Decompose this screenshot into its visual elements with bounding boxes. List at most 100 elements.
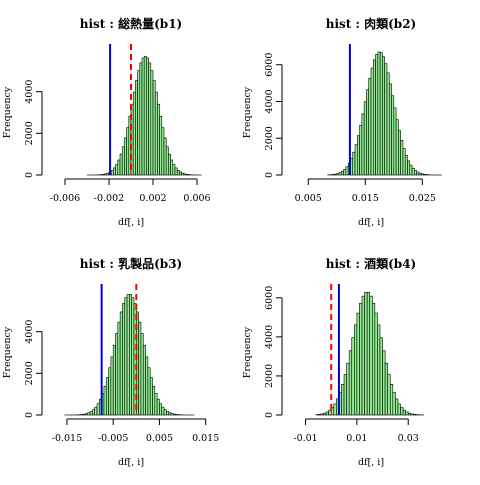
histogram-bar [383, 351, 386, 415]
y-tick-label: 6000 [264, 286, 275, 310]
histogram-bar [380, 53, 382, 175]
histogram-bar [127, 128, 129, 175]
histogram-bar [113, 168, 115, 175]
histogram-bar [406, 412, 409, 415]
histogram-bar [173, 165, 175, 175]
histogram-bar [385, 363, 388, 415]
x-tick-label: 0.002 [139, 193, 166, 204]
histogram-bar [347, 363, 350, 415]
histogram-bar [326, 412, 329, 415]
histogram-bar [140, 63, 142, 175]
y-tick-label: 0 [24, 412, 35, 418]
x-axis-label: df[, i] [118, 457, 144, 468]
histogram-bar [104, 386, 106, 415]
histogram-bar [388, 375, 391, 415]
histogram-bar [177, 170, 179, 175]
histogram-bar [157, 399, 159, 415]
histogram-bar [85, 414, 87, 415]
chart-title: hist : 総熱量(b1) [80, 16, 182, 31]
histogram-bar [372, 303, 375, 415]
x-tick-label: -0.01 [293, 433, 317, 444]
histogram-bar [378, 52, 380, 175]
y-axis-label: Frequency [242, 86, 253, 138]
histogram-bar [139, 322, 141, 415]
histogram-bar [97, 404, 99, 415]
histogram-panel-1: hist : 総熱量(b1)020004000Frequency-0.006-0… [2, 16, 211, 228]
histogram-bar [341, 171, 343, 175]
histogram-bar [111, 357, 113, 415]
histogram-bar [153, 81, 155, 175]
histogram-bar [141, 333, 143, 415]
histogram-bar [414, 170, 416, 175]
histogram-bar [146, 357, 148, 415]
y-axis-label: Frequency [2, 326, 13, 378]
histogram-bar [419, 173, 421, 175]
histogram-bar [355, 145, 357, 175]
histogram-bar [124, 138, 126, 175]
histogram-bar [184, 174, 186, 175]
histogram-bar [111, 170, 113, 175]
histogram-bar [390, 384, 393, 415]
x-tick-label: 0.015 [192, 433, 219, 444]
y-axis-label: Frequency [242, 326, 253, 378]
histogram-bar [405, 155, 407, 175]
histogram-bar [182, 173, 184, 175]
histogram-bar [357, 313, 360, 415]
histogram-bar [175, 168, 177, 175]
y-tick-label: 2000 [264, 364, 275, 388]
histogram-bar [150, 378, 152, 415]
y-tick-label: 0 [264, 412, 275, 418]
histogram-bar [346, 167, 348, 175]
chart-title: hist : 酒類(b4) [326, 256, 416, 271]
histogram-bar [155, 92, 157, 175]
histogram-bar [337, 174, 339, 175]
histogram-bar [408, 161, 410, 175]
histogram-bar [162, 128, 164, 175]
histogram-bar [393, 392, 396, 415]
histogram-bar [344, 375, 347, 415]
histogram-bar [142, 58, 144, 175]
histogram-bar [164, 410, 166, 415]
histogram-bar [392, 96, 394, 175]
histogram-bar [144, 56, 146, 175]
x-axis-label: df[, i] [118, 217, 144, 228]
histogram-bar [151, 71, 153, 175]
histogram-bar [395, 399, 398, 415]
x-tick-label: 0.005 [146, 433, 173, 444]
histogram-bar [362, 296, 365, 415]
histogram-bar [88, 413, 90, 415]
histogram-bar [133, 92, 135, 175]
histogram-bar [106, 378, 108, 415]
histogram-panel-4: hist : 酒類(b4)0200040006000Frequency-0.01… [242, 256, 424, 468]
histogram-bar [120, 312, 122, 415]
histogram-bar [349, 351, 352, 415]
histogram-bar [412, 168, 414, 175]
histogram-bar [166, 412, 168, 416]
histogram-bar [186, 174, 188, 175]
histogram-bar [389, 84, 391, 175]
histogram-bar [132, 298, 134, 415]
histogram-bar [321, 414, 324, 415]
histogram-bar [318, 414, 321, 415]
histogram-bar [401, 140, 403, 175]
histogram-bar [155, 393, 157, 415]
histogram-bar [324, 413, 327, 415]
histogram-bar [408, 413, 411, 415]
x-axis-label: df[, i] [358, 457, 384, 468]
histogram-bar [90, 412, 92, 416]
y-tick-label: 2000 [264, 126, 275, 150]
histogram-bar [354, 325, 357, 415]
histogram-bar [118, 322, 120, 415]
histogram-bar [125, 298, 127, 415]
histogram-bar [376, 54, 378, 175]
chart-title: hist : 乳製品(b3) [80, 256, 182, 271]
histogram-bar [335, 174, 337, 175]
histogram-bar [380, 338, 383, 415]
histogram-panel-3: hist : 乳製品(b3)020004000Frequency-0.015-0… [2, 256, 219, 468]
histogram-bar [375, 313, 378, 415]
histogram-bar [365, 292, 368, 415]
histogram-bar [149, 63, 151, 175]
histogram-bar [382, 57, 384, 175]
x-tick-label: 0.015 [352, 193, 379, 204]
histogram-bar [394, 108, 396, 175]
